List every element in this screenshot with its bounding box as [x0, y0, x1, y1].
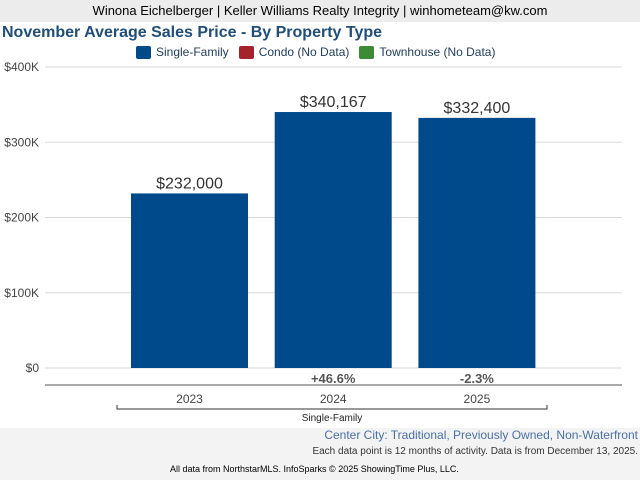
legend-label-single-family: Single-Family — [156, 45, 229, 59]
y-tick-label: $400K — [4, 60, 39, 74]
legend-swatch-condo — [238, 45, 254, 59]
group-bracket — [116, 405, 548, 410]
data-credit: All data from NorthstarMLS. InfoSparks ©… — [170, 464, 459, 474]
legend-swatch-single-family — [136, 45, 151, 59]
change-label: -2.3% — [460, 371, 494, 386]
bar-chart: $0 $100K $200K $300K $400K $232,000 2023 $340,1… — [4, 60, 622, 424]
footer-background — [0, 428, 640, 480]
agent-header: Winona Eichelberger | Keller Williams Re… — [0, 0, 640, 22]
x-tick-label: 2025 — [464, 392, 491, 406]
data-label: $332,400 — [444, 100, 511, 117]
bar-2024 — [274, 112, 392, 369]
region-filter-text: Center City: Traditional, Previously Own… — [324, 428, 638, 442]
legend-item-townhouse[interactable]: Townhouse (No Data) — [359, 45, 495, 59]
x-tick-label: 2023 — [176, 392, 203, 406]
y-tick-label: $200K — [4, 211, 39, 225]
legend-item-single-family[interactable]: Single-Family — [136, 45, 229, 59]
legend-item-condo[interactable]: Condo (No Data) — [238, 45, 350, 59]
x-tick-label: 2024 — [320, 392, 347, 406]
y-tick-label: $100K — [4, 286, 39, 300]
legend-label-condo: Condo (No Data) — [258, 45, 350, 59]
y-tick-label: $0 — [26, 361, 40, 375]
bar-2025 — [418, 117, 536, 368]
legend: Single-Family Condo (No Data) Townhouse … — [136, 45, 495, 59]
group-label: Single-Family — [302, 413, 363, 424]
change-label: +46.6% — [311, 371, 356, 386]
data-note: Each data point is 12 months of activity… — [312, 446, 638, 457]
legend-swatch-townhouse — [359, 45, 375, 59]
y-tick-label: $300K — [4, 135, 39, 149]
chart-title: November Average Sales Price - By Proper… — [2, 24, 383, 41]
legend-label-townhouse: Townhouse (No Data) — [379, 45, 496, 59]
data-label: $340,167 — [300, 94, 367, 111]
data-label: $232,000 — [156, 175, 223, 192]
bar-2023 — [131, 193, 248, 368]
